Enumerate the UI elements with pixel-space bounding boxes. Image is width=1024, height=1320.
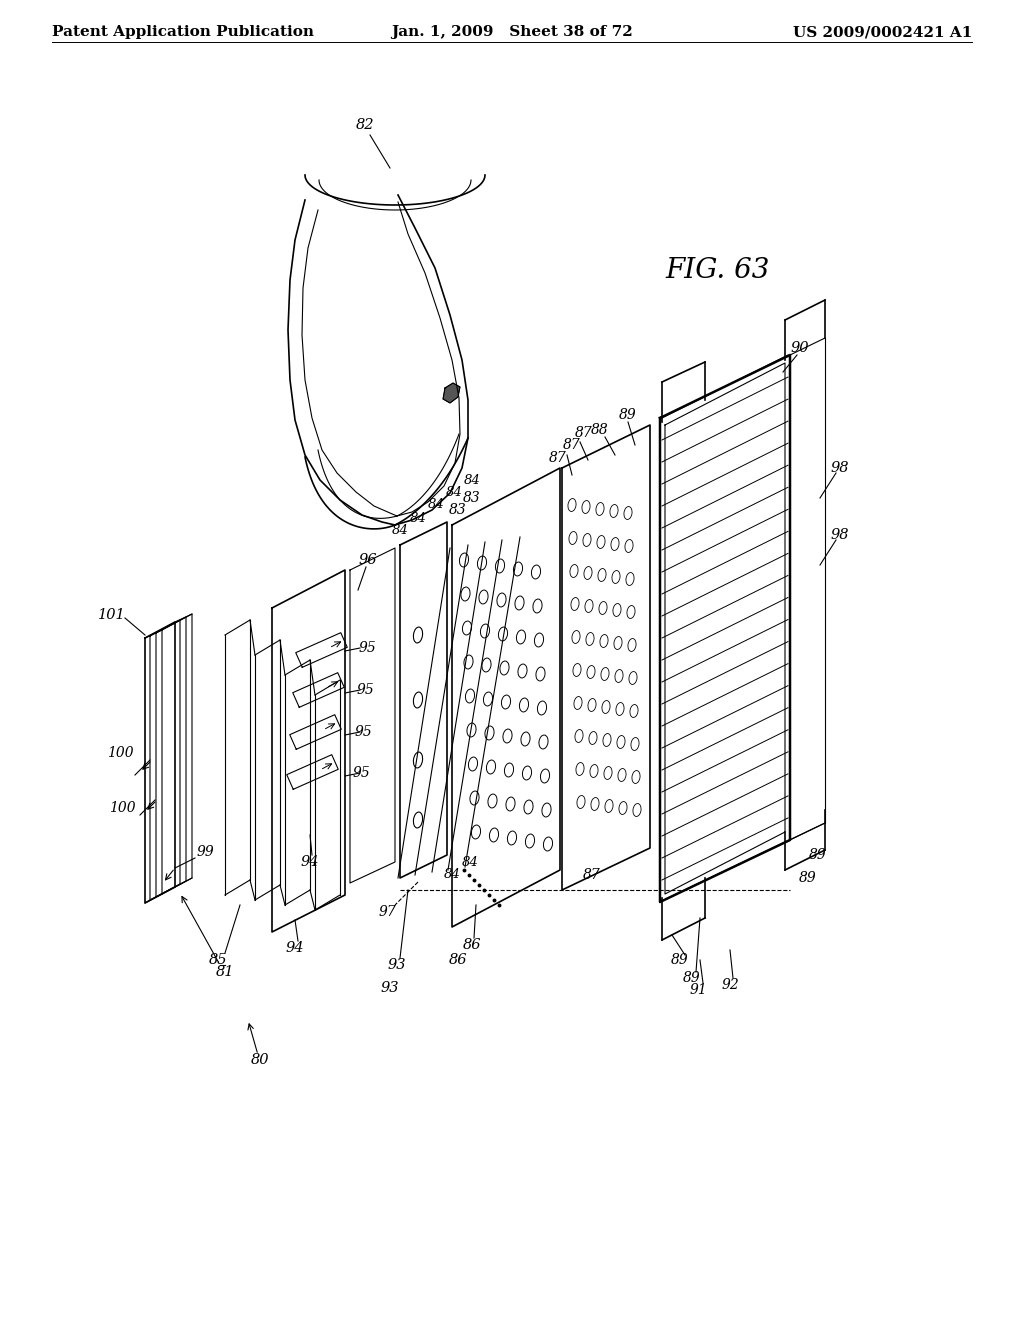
Text: 89: 89 bbox=[620, 408, 637, 422]
Text: 95: 95 bbox=[356, 682, 374, 697]
Text: 82: 82 bbox=[355, 117, 374, 132]
Text: 84: 84 bbox=[445, 486, 463, 499]
Polygon shape bbox=[443, 383, 460, 403]
Text: 84: 84 bbox=[391, 524, 409, 536]
Text: 96: 96 bbox=[358, 553, 377, 568]
Text: 94: 94 bbox=[301, 855, 319, 869]
Text: 80: 80 bbox=[251, 1053, 269, 1067]
Text: 97: 97 bbox=[378, 906, 396, 919]
Text: 87: 87 bbox=[583, 869, 601, 882]
Text: 84: 84 bbox=[428, 499, 444, 511]
Text: 83: 83 bbox=[450, 503, 467, 517]
Text: 92: 92 bbox=[721, 978, 739, 993]
Text: 84: 84 bbox=[443, 869, 461, 882]
Text: 93: 93 bbox=[388, 958, 407, 972]
Text: Jan. 1, 2009   Sheet 38 of 72: Jan. 1, 2009 Sheet 38 of 72 bbox=[391, 25, 633, 40]
Text: 89: 89 bbox=[683, 972, 700, 985]
Text: 87: 87 bbox=[575, 426, 593, 440]
Text: 94: 94 bbox=[286, 941, 304, 954]
Text: 87: 87 bbox=[549, 451, 567, 465]
Text: FIG. 63: FIG. 63 bbox=[665, 256, 769, 284]
Text: 84: 84 bbox=[410, 511, 426, 524]
Text: 93: 93 bbox=[381, 981, 399, 995]
Text: 89: 89 bbox=[671, 953, 689, 968]
Text: 84: 84 bbox=[462, 855, 478, 869]
Text: 84: 84 bbox=[464, 474, 480, 487]
Text: 90: 90 bbox=[791, 341, 809, 355]
Text: 86: 86 bbox=[449, 953, 467, 968]
Text: 89: 89 bbox=[809, 847, 826, 862]
Text: Patent Application Publication: Patent Application Publication bbox=[52, 25, 314, 40]
Text: 91: 91 bbox=[689, 983, 707, 997]
Text: 100: 100 bbox=[106, 746, 133, 760]
Text: 95: 95 bbox=[354, 725, 372, 739]
Text: 98: 98 bbox=[830, 528, 849, 543]
Text: 100: 100 bbox=[109, 801, 135, 814]
Text: 87: 87 bbox=[563, 438, 581, 451]
Text: 101: 101 bbox=[98, 609, 126, 622]
Text: 95: 95 bbox=[352, 766, 370, 780]
Text: 85: 85 bbox=[209, 953, 227, 968]
Text: 98: 98 bbox=[830, 461, 849, 475]
Text: 89: 89 bbox=[799, 871, 817, 884]
Text: 88: 88 bbox=[591, 422, 609, 437]
Text: 81: 81 bbox=[216, 965, 234, 979]
Text: US 2009/0002421 A1: US 2009/0002421 A1 bbox=[793, 25, 972, 40]
Text: 95: 95 bbox=[358, 642, 376, 655]
Text: 99: 99 bbox=[197, 845, 214, 859]
Text: 83: 83 bbox=[463, 491, 481, 506]
Text: 86: 86 bbox=[463, 939, 481, 952]
